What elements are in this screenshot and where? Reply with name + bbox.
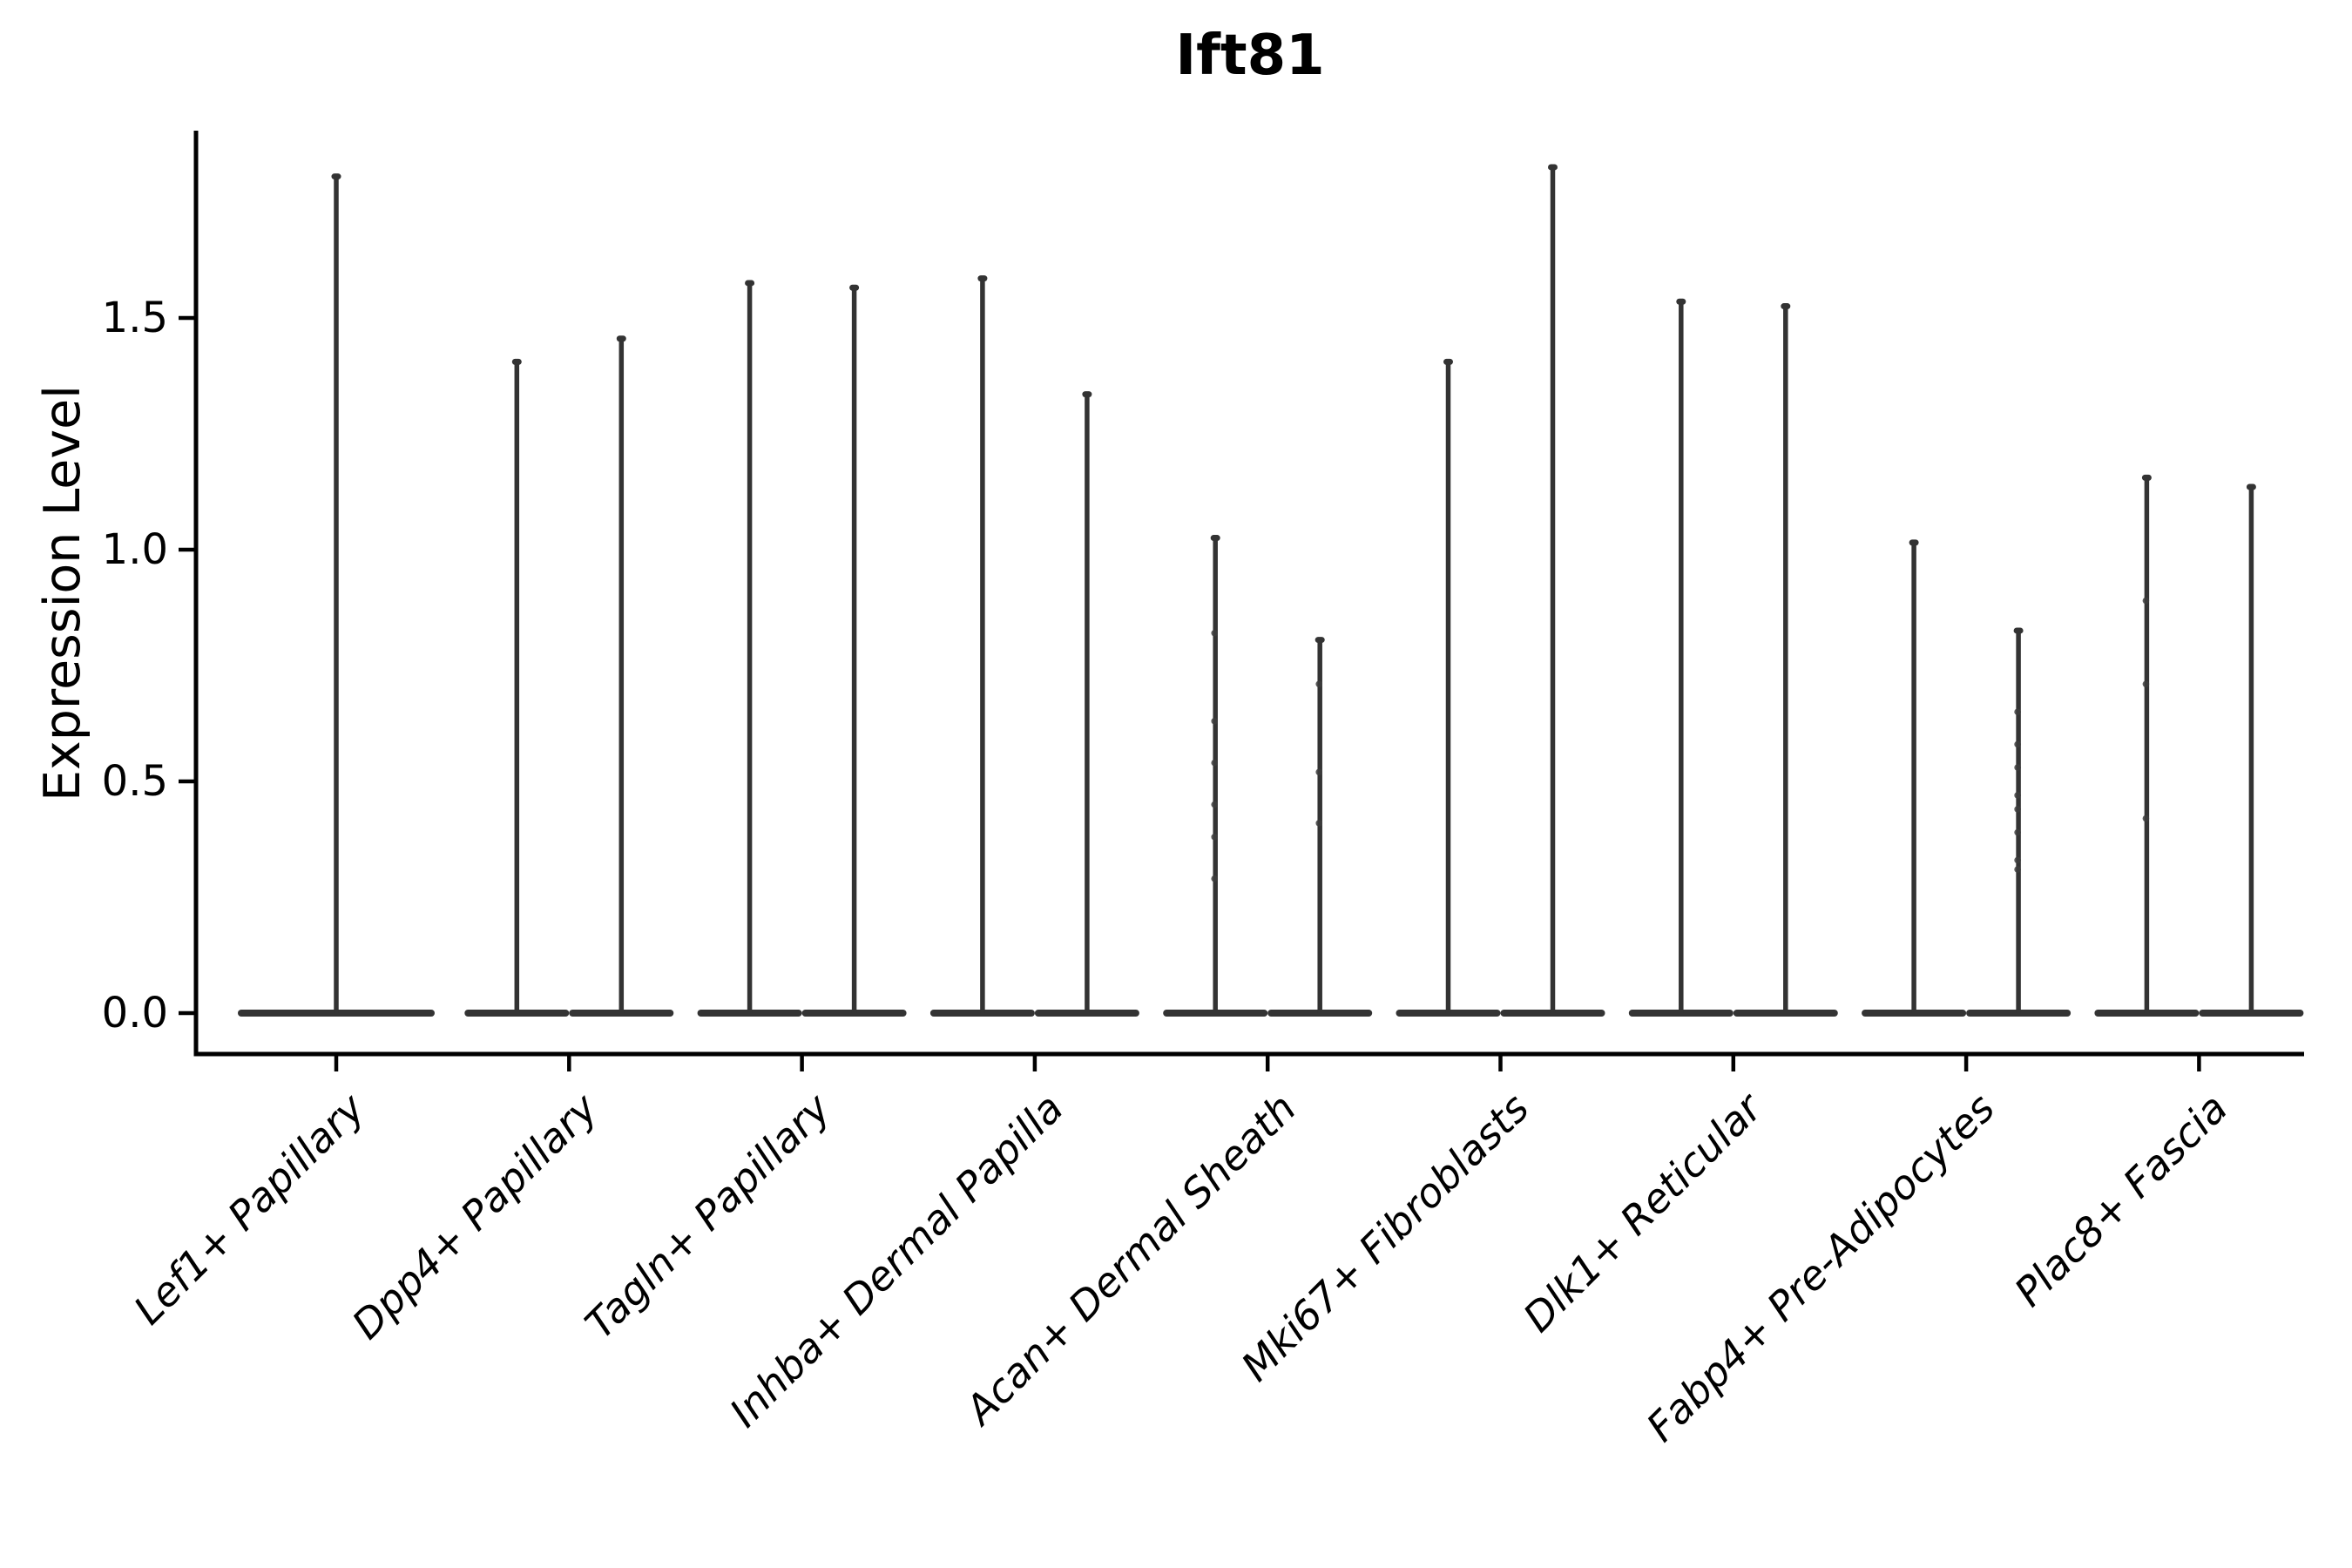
jitter-point xyxy=(1315,820,1322,827)
y-tick-label: 0.0 xyxy=(102,989,168,1037)
jitter-point xyxy=(1211,759,1218,767)
violin-tip xyxy=(745,280,755,287)
violin-spike xyxy=(2016,628,2021,1013)
jitter-point xyxy=(2014,740,2021,748)
x-tick-label: Tagln+ Papillary xyxy=(576,1084,840,1348)
jitter-point xyxy=(2014,708,2021,715)
violin-spike xyxy=(1085,392,1090,1013)
y-tick-label: 1.0 xyxy=(102,525,168,574)
jitter-point xyxy=(2142,814,2150,822)
x-tick-label: Dlk1+ Reticular xyxy=(1514,1083,1773,1342)
jitter-point xyxy=(1211,629,1218,637)
violin-tip xyxy=(616,335,626,342)
jitter-point xyxy=(1211,834,1218,841)
x-tick-label: Lef1+ Papillary xyxy=(125,1084,374,1333)
violin-tip xyxy=(1210,535,1220,542)
violin-tip xyxy=(331,173,341,180)
violin-tip xyxy=(849,284,860,291)
violin-spike xyxy=(1445,359,1451,1013)
x-tick-label: Plac8+ Fascia xyxy=(2005,1085,2236,1315)
violin-tip xyxy=(977,275,988,282)
violin-spike xyxy=(618,336,625,1013)
violin-tip xyxy=(2013,627,2024,634)
violin-tip xyxy=(1443,358,1453,365)
jitter-point xyxy=(2142,597,2150,605)
y-tick-label: 0.5 xyxy=(102,757,168,806)
jitter-point xyxy=(1315,768,1322,776)
violin-tip xyxy=(511,358,522,365)
violin-spike xyxy=(334,174,339,1013)
violin-spike xyxy=(1213,536,1218,1013)
x-tick-label-group: Lef1+ Papillary xyxy=(125,1084,374,1333)
jitter-point xyxy=(2014,866,2021,873)
x-tick-label-group: Tagln+ Papillary xyxy=(576,1084,840,1348)
violin-tip xyxy=(1082,391,1092,398)
violin-spike xyxy=(514,359,520,1013)
jitter-point xyxy=(2014,856,2021,864)
violin-tip xyxy=(1315,637,1325,644)
violin-tip xyxy=(1676,298,1686,305)
y-tick-label: 1.5 xyxy=(102,294,168,342)
violin-spike xyxy=(1679,299,1684,1014)
jitter-point xyxy=(2014,828,2021,836)
violin-spike xyxy=(1550,165,1556,1013)
violin-tip xyxy=(2141,474,2152,481)
jitter-point xyxy=(2142,680,2150,688)
jitter-point xyxy=(2014,792,2021,799)
violin-tip xyxy=(1781,303,1791,310)
violin-spike xyxy=(851,285,857,1013)
jitter-point xyxy=(2014,764,2021,771)
jitter-point xyxy=(1315,680,1322,688)
violin-spike xyxy=(2144,475,2150,1013)
violin-spike xyxy=(1911,540,1916,1013)
jitter-point xyxy=(1211,801,1218,808)
violin-tip xyxy=(1548,164,1558,171)
violin-tip xyxy=(2246,483,2256,490)
violin-spike xyxy=(2248,484,2254,1013)
jitter-point xyxy=(2014,806,2021,813)
x-tick-label-group: Dpp4+ Papillary xyxy=(343,1084,607,1348)
violin-spike xyxy=(980,276,985,1013)
x-tick-label-group: Plac8+ Fascia xyxy=(2005,1085,2236,1315)
violin-spike xyxy=(1783,304,1788,1013)
jitter-point xyxy=(1211,718,1218,725)
jitter-point xyxy=(1211,875,1218,882)
violin-tip xyxy=(1909,539,1919,546)
x-tick-label-group: Dlk1+ Reticular xyxy=(1514,1083,1773,1342)
x-tick-label: Dpp4+ Papillary xyxy=(343,1084,607,1348)
violin-spike xyxy=(747,280,753,1013)
chart-title: Ift81 xyxy=(1175,24,1325,88)
